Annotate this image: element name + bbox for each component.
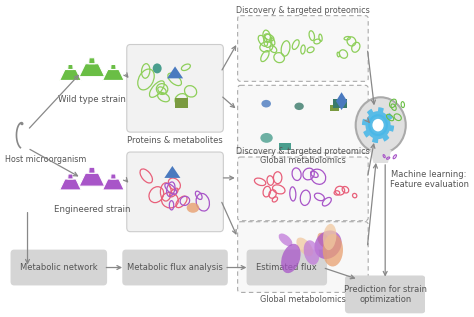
Ellipse shape bbox=[323, 224, 337, 250]
Ellipse shape bbox=[314, 230, 342, 259]
Bar bbox=[279, 143, 291, 150]
Text: Discovery & targeted proteomics: Discovery & targeted proteomics bbox=[236, 6, 370, 15]
Polygon shape bbox=[79, 173, 105, 186]
Polygon shape bbox=[370, 150, 392, 163]
Polygon shape bbox=[167, 66, 183, 78]
FancyBboxPatch shape bbox=[237, 157, 368, 221]
FancyBboxPatch shape bbox=[237, 222, 368, 292]
Polygon shape bbox=[68, 174, 73, 179]
Ellipse shape bbox=[279, 234, 292, 246]
Circle shape bbox=[373, 119, 383, 132]
Polygon shape bbox=[89, 58, 95, 64]
Text: Metabolic flux analysis: Metabolic flux analysis bbox=[127, 263, 223, 272]
Text: Engineered strain: Engineered strain bbox=[54, 205, 130, 214]
Text: Machine learning:
Feature evaluation: Machine learning: Feature evaluation bbox=[390, 170, 469, 189]
Bar bbox=[330, 105, 339, 111]
Ellipse shape bbox=[323, 234, 343, 267]
Text: Prediction for strain
optimization: Prediction for strain optimization bbox=[344, 285, 427, 304]
Circle shape bbox=[356, 97, 406, 153]
Polygon shape bbox=[110, 174, 116, 179]
Text: Wild type strain: Wild type strain bbox=[58, 95, 126, 104]
Text: Host microorganism: Host microorganism bbox=[5, 156, 87, 165]
FancyBboxPatch shape bbox=[237, 85, 368, 153]
Polygon shape bbox=[60, 69, 81, 81]
Polygon shape bbox=[110, 64, 116, 69]
Bar bbox=[175, 98, 188, 108]
FancyBboxPatch shape bbox=[127, 44, 223, 132]
Polygon shape bbox=[68, 64, 73, 69]
FancyBboxPatch shape bbox=[246, 249, 327, 285]
Polygon shape bbox=[89, 167, 95, 173]
Ellipse shape bbox=[187, 203, 199, 213]
Ellipse shape bbox=[260, 133, 273, 143]
Ellipse shape bbox=[304, 240, 319, 265]
FancyBboxPatch shape bbox=[345, 275, 426, 313]
Polygon shape bbox=[362, 107, 394, 143]
Ellipse shape bbox=[261, 100, 271, 107]
Text: Metabolic network: Metabolic network bbox=[20, 263, 98, 272]
Ellipse shape bbox=[296, 237, 313, 256]
FancyBboxPatch shape bbox=[127, 152, 223, 232]
Polygon shape bbox=[164, 166, 181, 178]
FancyBboxPatch shape bbox=[10, 249, 107, 285]
Ellipse shape bbox=[318, 233, 330, 248]
FancyBboxPatch shape bbox=[122, 249, 228, 285]
Text: Estimated flux: Estimated flux bbox=[256, 263, 317, 272]
Polygon shape bbox=[60, 179, 81, 190]
Text: Global metabolomics: Global metabolomics bbox=[260, 295, 346, 304]
Polygon shape bbox=[336, 92, 347, 110]
Ellipse shape bbox=[294, 103, 304, 110]
Bar bbox=[333, 99, 347, 108]
FancyBboxPatch shape bbox=[237, 16, 368, 81]
Polygon shape bbox=[102, 179, 124, 190]
Polygon shape bbox=[102, 69, 124, 81]
Text: Proteins & metabolites: Proteins & metabolites bbox=[127, 136, 223, 145]
Circle shape bbox=[153, 63, 162, 73]
Ellipse shape bbox=[281, 244, 301, 273]
Polygon shape bbox=[79, 64, 105, 77]
Text: Global metabolomics: Global metabolomics bbox=[260, 156, 346, 165]
Text: Discovery & targeted proteomics: Discovery & targeted proteomics bbox=[236, 147, 370, 156]
